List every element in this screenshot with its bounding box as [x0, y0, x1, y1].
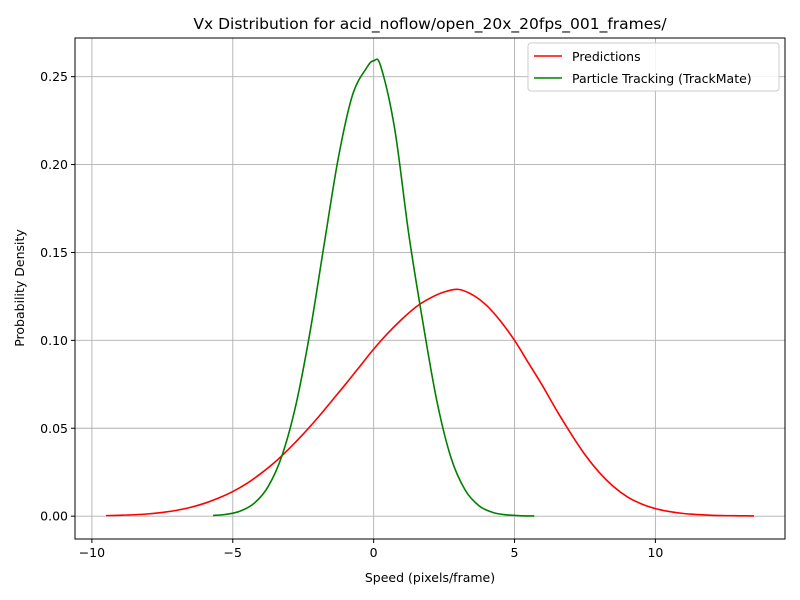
- series-line-predictions: [105, 288, 755, 517]
- x-tick-label: −5: [224, 545, 242, 560]
- series-layer: [105, 58, 755, 517]
- legend-label-trackmate: Particle Tracking (TrackMate): [572, 71, 752, 86]
- y-tick-label: 0.20: [40, 157, 68, 172]
- series-line-trackmate: [212, 58, 535, 517]
- legend-box: [527, 42, 780, 92]
- x-axis-label: Speed (pixels/frame): [365, 570, 495, 585]
- y-tick-label: 0.00: [40, 509, 68, 524]
- legend-label-predictions: Predictions: [572, 49, 641, 64]
- y-tick-label: 0.10: [40, 333, 68, 348]
- y-tick-label: 0.25: [40, 69, 68, 84]
- y-tick-label: 0.05: [40, 421, 68, 436]
- plot-area-frame: [74, 37, 786, 540]
- x-tick-label: 0: [370, 545, 378, 560]
- legend: Predictions Particle Tracking (TrackMate…: [527, 42, 780, 92]
- x-tick-label: 10: [647, 545, 663, 560]
- x-tick-label: 5: [511, 545, 519, 560]
- x-tick-label: −10: [79, 545, 105, 560]
- chart-title: Vx Distribution for acid_noflow/open_20x…: [193, 15, 667, 34]
- y-tick-label: 0.15: [40, 245, 68, 260]
- ticks: −10 −5 0 5 10 0.00 0.05 0.10 0.15 0.20 0.25: [40, 69, 663, 560]
- y-axis-label: Probability Density: [12, 229, 27, 347]
- grid: [75, 38, 785, 539]
